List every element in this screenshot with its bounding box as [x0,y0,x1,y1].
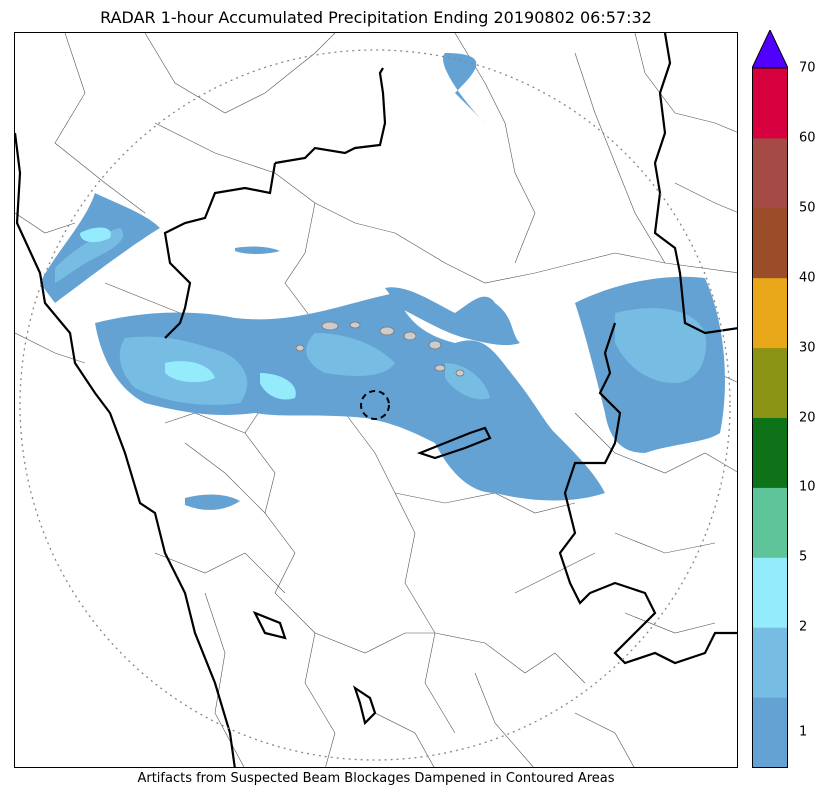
colorbar-tick-label: 20 [799,410,816,425]
colorbar-band [752,557,788,628]
colorbar-tick-label: 60 [799,130,816,146]
colorbar-band [752,487,788,558]
radar-map [14,32,738,768]
colorbar-tick-label: 10 [799,479,816,495]
range-ring [19,49,731,761]
chart-title: RADAR 1-hour Accumulated Precipitation E… [100,8,652,27]
footnote: Artifacts from Suspected Beam Blockages … [137,771,615,786]
colorbar-tick-label: 50 [799,200,816,216]
colorbar-over-arrow [752,30,788,69]
colorbar-border [752,67,788,768]
radar-map-svg [15,33,737,767]
colorbar-tick-label: 70 [799,60,816,76]
radar-site-marker [360,390,390,420]
colorbar-band [752,347,788,418]
district-boundaries [15,33,737,767]
colorbar-tick-label: 40 [799,270,816,286]
colorbar-band [752,277,788,349]
colorbar-band [752,697,788,768]
state-boundaries [15,33,737,767]
colorbar-tick-label: 5 [799,549,808,565]
beam-blockage-contours [295,321,465,377]
colorbar-band [752,627,788,698]
colorbar-tick-label: 1 [799,724,808,740]
colorbar-band [752,207,788,279]
precip-light [40,53,725,510]
precip-heavy [80,227,296,400]
colorbar-band [752,68,788,139]
colorbar-band [752,417,788,488]
colorbar [752,30,788,768]
colorbar-band [752,137,788,209]
colorbar-tick-label: 30 [799,340,816,356]
colorbar-tick-label: 2 [799,619,808,635]
